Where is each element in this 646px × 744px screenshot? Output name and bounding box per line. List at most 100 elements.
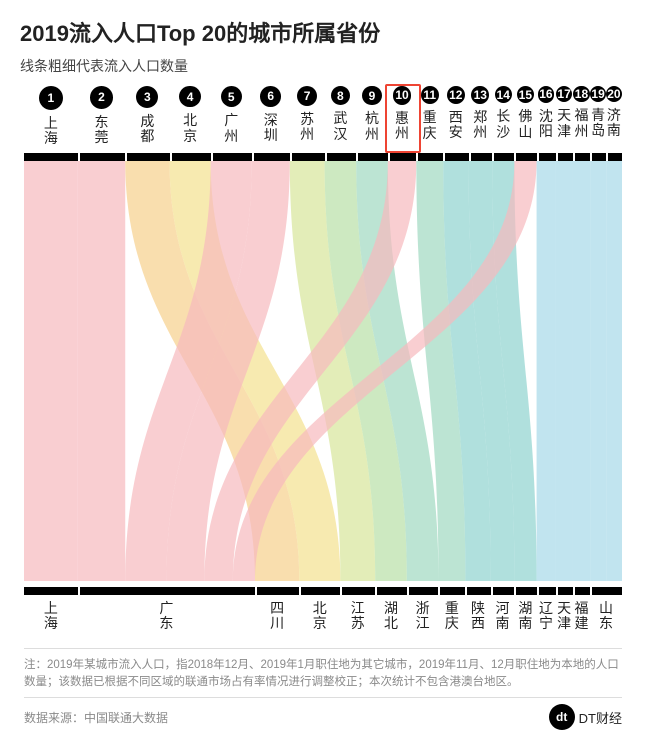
city-label: 北京 (183, 113, 197, 144)
rank-circle: 17 (556, 86, 572, 102)
province-label: 江苏 (340, 601, 375, 632)
flow-band (24, 161, 78, 581)
rank-circle: 11 (421, 86, 439, 104)
city-label: 长沙 (496, 109, 510, 140)
chart-subtitle: 线条粗细代表流入人口数量 (20, 56, 626, 76)
city-label: 重庆 (423, 110, 437, 141)
province-label: 陕西 (465, 601, 490, 632)
city-label: 惠州 (395, 111, 409, 142)
province-label: 山东 (590, 601, 622, 632)
city-col-19: 19 青岛 (590, 86, 606, 147)
rank-circle: 2 (90, 86, 113, 109)
city-col-15: 15 佛山 (514, 86, 536, 147)
rank-circle: 3 (136, 86, 158, 108)
city-col-12: 12 西安 (443, 86, 468, 147)
province-col: 上海 (24, 601, 78, 632)
flow-band (78, 161, 125, 581)
city-label: 郑州 (473, 110, 487, 141)
rank-circle: 18 (573, 86, 589, 102)
rank-circle: 15 (517, 86, 534, 103)
chart-title: 2019流入人口Top 20的城市所属省份 (20, 16, 626, 48)
city-label: 沈阳 (539, 109, 553, 140)
province-col: 北京 (299, 601, 340, 632)
province-label: 河南 (491, 601, 515, 632)
city-label: 成都 (140, 114, 154, 145)
city-col-20: 20 济南 (606, 86, 622, 147)
province-label: 福建 (573, 601, 590, 632)
city-col-3: 3 成都 (125, 86, 169, 147)
city-col-9: 9 杭州 (356, 86, 388, 147)
city-label: 青岛 (591, 108, 605, 139)
rank-circle: 19 (590, 86, 606, 102)
city-col-18: 18 福州 (573, 86, 590, 147)
city-col-6: 6 深圳 (252, 86, 290, 147)
city-label: 佛山 (518, 109, 532, 140)
city-label: 济南 (607, 108, 621, 139)
city-col-8: 8 武汉 (325, 86, 357, 147)
province-col: 广东 (78, 601, 255, 632)
city-col-5: 5 广州 (211, 86, 252, 147)
rank-circle: 8 (331, 86, 350, 105)
city-col-10: 10 惠州 (388, 86, 416, 147)
province-col: 福建 (573, 601, 590, 632)
province-col: 四川 (255, 601, 299, 632)
province-col: 辽宁 (536, 601, 555, 632)
sankey-area (24, 161, 622, 581)
city-label: 深圳 (264, 113, 278, 144)
city-col-11: 11 重庆 (416, 86, 443, 147)
province-col: 陕西 (465, 601, 490, 632)
rank-circle: 14 (495, 86, 512, 103)
province-col: 湖南 (514, 601, 536, 632)
rank-circle: 5 (221, 86, 242, 107)
rank-circle: 20 (606, 86, 622, 102)
rank-circle: 13 (471, 86, 489, 104)
city-label: 上海 (44, 116, 58, 147)
brand-logo: dt DT财经 (549, 704, 622, 730)
rank-circle: 12 (447, 86, 465, 104)
city-label: 福州 (574, 108, 588, 139)
province-col: 山东 (590, 601, 622, 632)
rank-circle: 7 (297, 86, 317, 106)
province-label: 浙江 (407, 601, 439, 632)
rank-circle: 16 (538, 86, 555, 103)
city-col-7: 7 苏州 (290, 86, 325, 147)
flow-band (573, 161, 590, 581)
rank-circle: 1 (39, 86, 63, 110)
province-col: 重庆 (438, 601, 465, 632)
city-label: 广州 (224, 113, 238, 144)
flow-band (590, 161, 606, 581)
province-label: 北京 (299, 601, 340, 632)
city-label: 苏州 (300, 112, 314, 143)
city-rank-row: 1上海2东莞3成都4北京5广州6深圳7苏州8武汉9杭州10惠州11重庆12西安1… (20, 86, 626, 147)
flow-band (556, 161, 573, 581)
province-label: 广东 (78, 601, 255, 632)
city-col-1: 1 上海 (24, 86, 78, 147)
dt-icon: dt (549, 704, 575, 730)
province-label: 四川 (255, 601, 299, 632)
province-label: 上海 (24, 601, 78, 632)
city-label: 杭州 (365, 111, 379, 142)
city-col-16: 16 沈阳 (536, 86, 555, 147)
city-col-14: 14 长沙 (492, 86, 514, 147)
province-col: 浙江 (407, 601, 439, 632)
top-bar (24, 153, 622, 161)
city-col-2: 2 东莞 (78, 86, 125, 147)
province-col: 天津 (555, 601, 572, 632)
rank-circle: 10 (393, 86, 412, 105)
rank-circle: 9 (362, 86, 381, 105)
rank-circle: 6 (260, 86, 281, 107)
province-row: 上海广东四川北京江苏湖北浙江重庆陕西河南湖南辽宁天津福建山东 (20, 595, 626, 632)
city-col-4: 4北京 (170, 86, 211, 147)
province-col: 湖北 (375, 601, 407, 632)
city-label: 西安 (449, 110, 463, 141)
province-label: 湖南 (514, 601, 536, 632)
city-col-13: 13 郑州 (468, 86, 492, 147)
city-label: 武汉 (333, 111, 347, 142)
city-label: 天津 (557, 108, 571, 139)
province-label: 天津 (555, 601, 572, 632)
footnote: 注：2019年某城市流入人口，指2018年12月、2019年1月职住地为其它城市… (24, 648, 622, 692)
brand-text: DT财经 (579, 708, 622, 727)
flow-band (606, 161, 622, 581)
city-label: 东莞 (95, 115, 109, 146)
data-source: 数据来源：中国联通大数据 (24, 709, 168, 726)
